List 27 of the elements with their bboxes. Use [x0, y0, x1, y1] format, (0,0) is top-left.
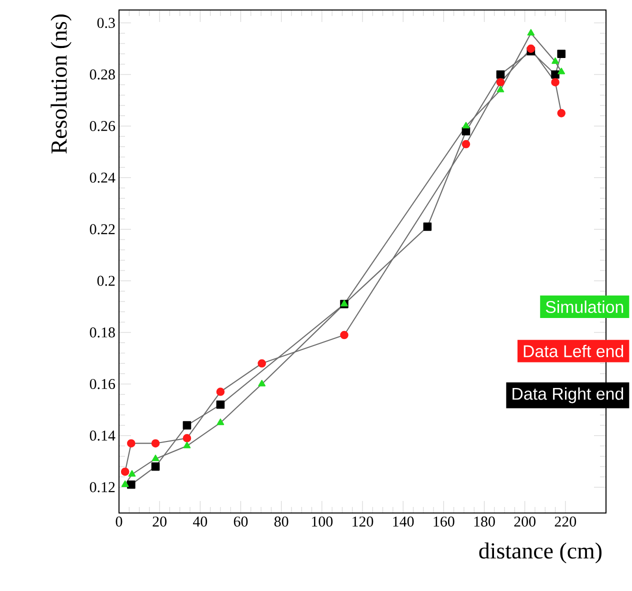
x-tick-label: 100: [312, 516, 333, 527]
x-tick-label: 200: [514, 516, 536, 527]
x-tick-label: 160: [434, 516, 454, 527]
y-tick-label: 0.12: [90, 482, 115, 492]
x-tick-label: 60: [234, 516, 248, 527]
y-tick-label: 0.14: [90, 430, 116, 441]
y-axis-title: Resolution (ns): [50, 14, 72, 154]
x-tick-label: 0: [116, 516, 122, 527]
text: Data Right end: [512, 387, 624, 404]
y-tick-label: 0.26: [90, 121, 116, 132]
y-tick-label: 0.16: [90, 378, 116, 390]
y-tick-label: 0.28: [90, 69, 115, 80]
y-tick-label: 0.24: [90, 172, 116, 183]
x-tick-label: 140: [393, 516, 414, 527]
y-tick-label: 0.18: [90, 327, 115, 338]
x-tick-label: 20: [152, 516, 166, 527]
x-tick-label: 180: [474, 516, 495, 527]
text: Data Left end: [524, 344, 624, 358]
y-tick-label: 0.2: [97, 276, 115, 286]
x-tick-label: 40: [192, 516, 208, 527]
y-tick-label: 0.3: [97, 18, 115, 28]
text: Simulation: [546, 300, 624, 313]
x-tick-label: 80: [274, 516, 288, 527]
y-tick-label: 0.22: [90, 224, 115, 234]
x-axis-title: distance (cm): [479, 542, 602, 564]
x-tick-label: 220: [554, 516, 576, 527]
x-tick-label: 120: [352, 516, 374, 527]
